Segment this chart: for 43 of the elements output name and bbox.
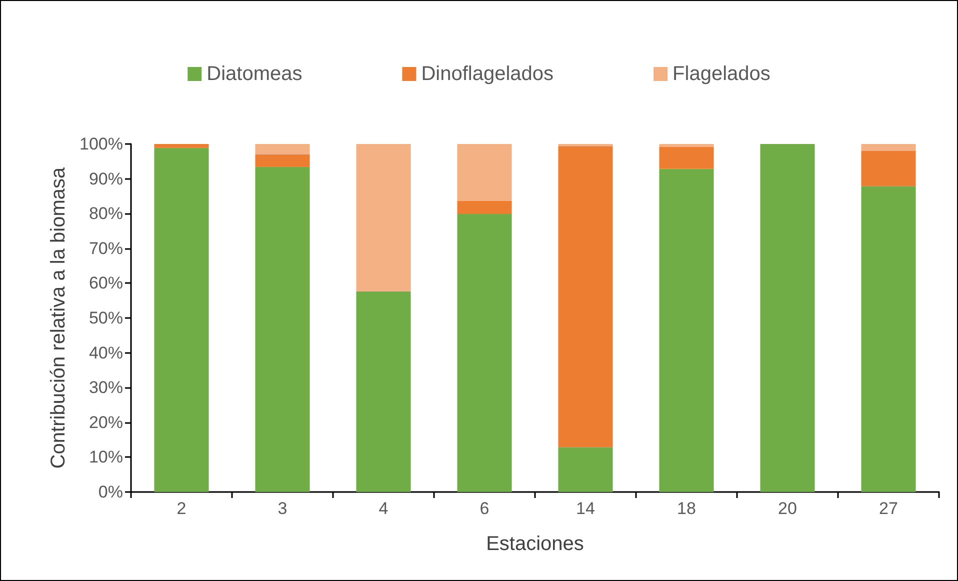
bar xyxy=(457,200,512,214)
bar xyxy=(861,150,916,186)
y-tick-label: 30% xyxy=(88,378,123,398)
bar xyxy=(154,144,209,148)
x-axis-title: Estaciones xyxy=(486,533,584,555)
x-tick-label: 3 xyxy=(278,499,288,518)
y-tick-label: 10% xyxy=(88,448,123,467)
x-tick-label: 14 xyxy=(576,499,595,518)
x-tick-label: 4 xyxy=(378,499,388,518)
y-tick-label: 50% xyxy=(88,308,123,328)
bar xyxy=(457,214,512,492)
legend-label: Diatomeas xyxy=(206,63,302,85)
y-tick-label: 0% xyxy=(98,482,123,502)
y-axis-title: Contribución relativa a la biomasa xyxy=(48,166,70,469)
x-tick-label: 18 xyxy=(677,499,696,518)
y-tick-label: 20% xyxy=(88,412,123,432)
bar xyxy=(558,447,613,492)
bar xyxy=(558,146,613,448)
bar xyxy=(457,144,512,201)
y-tick-label: 80% xyxy=(88,204,123,224)
bar xyxy=(659,146,714,169)
bar xyxy=(356,144,411,292)
bar xyxy=(659,168,714,492)
legend-label: Flagelados xyxy=(672,63,770,85)
y-tick-label: 100% xyxy=(80,134,123,154)
x-tick-label: 6 xyxy=(480,499,490,518)
bar xyxy=(255,154,310,167)
y-tick-label: 60% xyxy=(88,274,123,293)
bar xyxy=(154,148,209,492)
bar xyxy=(659,144,714,147)
y-tick-label: 90% xyxy=(88,169,123,188)
bar xyxy=(861,144,916,151)
bar xyxy=(255,166,310,492)
x-tick-label: 2 xyxy=(176,499,186,518)
y-tick-label: 40% xyxy=(88,343,123,362)
bar xyxy=(255,144,310,154)
bar xyxy=(356,291,411,492)
x-tick-label: 20 xyxy=(778,499,797,518)
y-tick-label: 70% xyxy=(88,238,123,258)
bar xyxy=(861,186,916,492)
legend-label: Dinoflagelados xyxy=(421,63,554,85)
bar xyxy=(760,144,815,492)
x-tick-label: 27 xyxy=(879,499,898,518)
